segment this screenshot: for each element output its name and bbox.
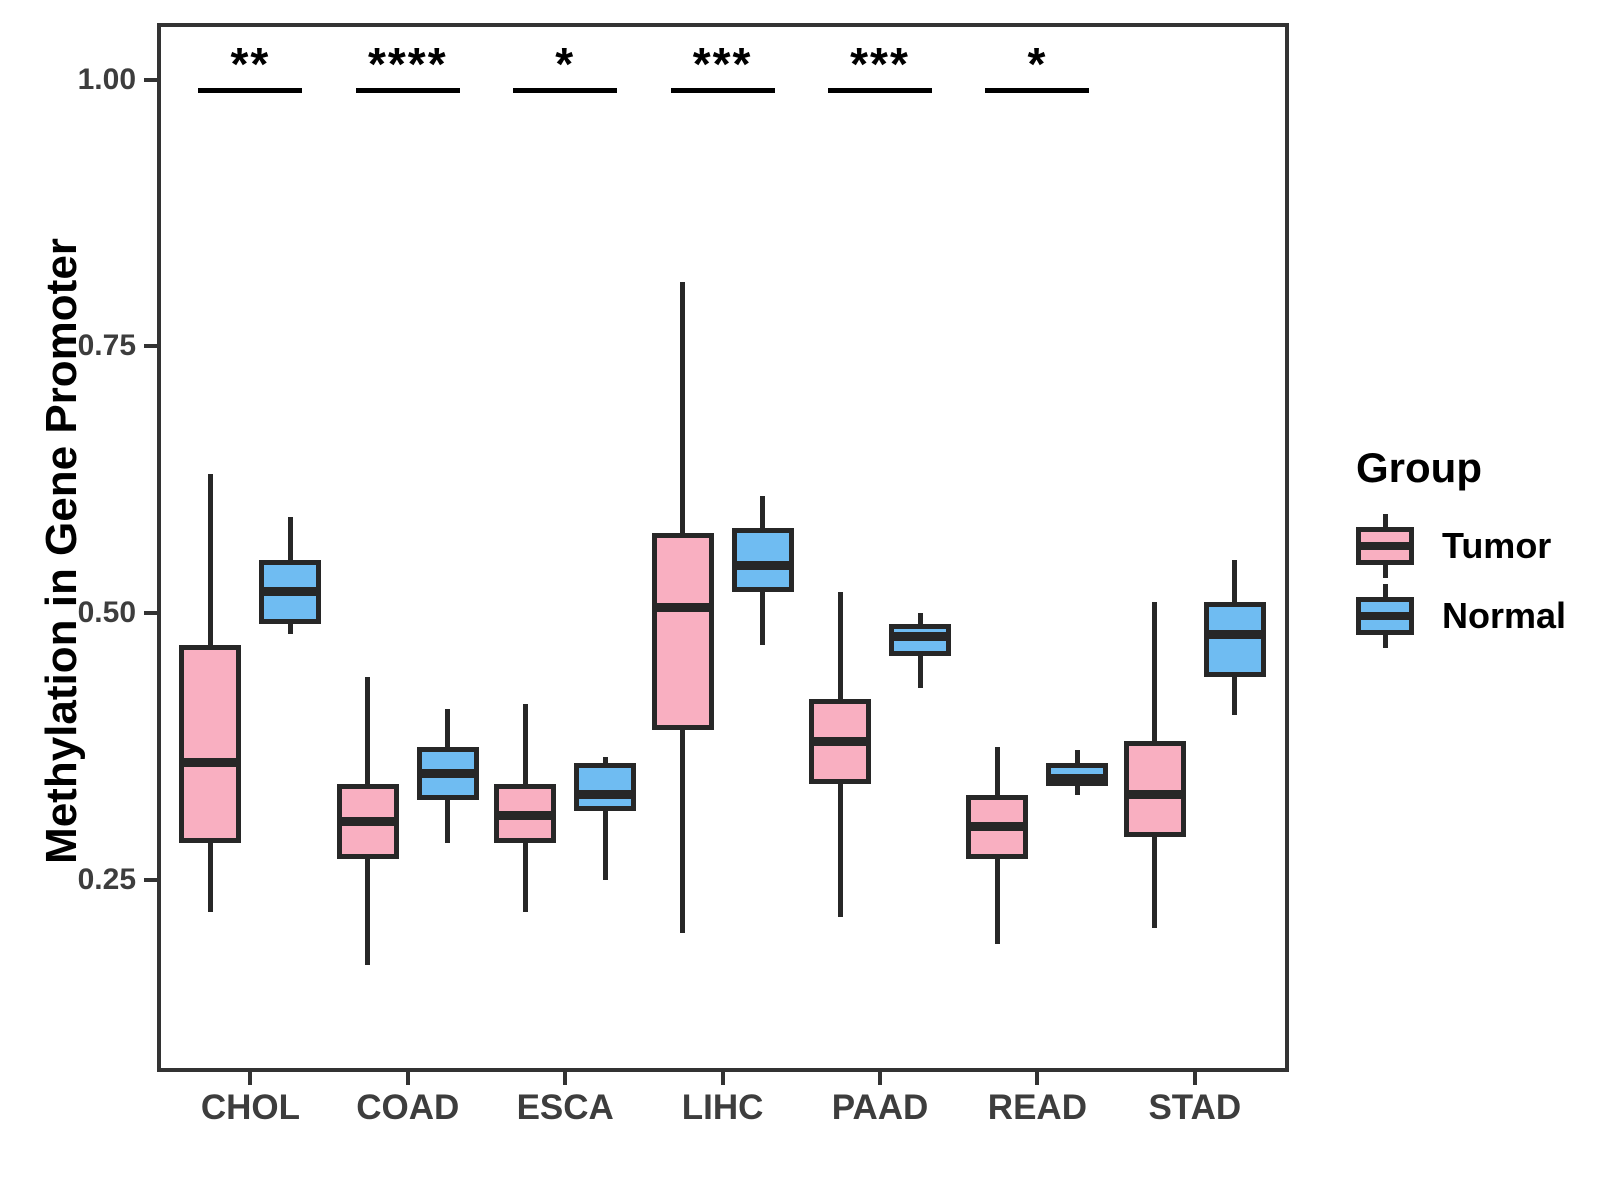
legend-label: Normal bbox=[1442, 595, 1567, 636]
sig-line-esca bbox=[513, 88, 618, 93]
sig-line-coad bbox=[355, 88, 460, 93]
median-PAAD-tumor bbox=[809, 736, 871, 746]
legend-items: Tumor Normal bbox=[1356, 514, 1566, 648]
median-ESCA-normal bbox=[574, 790, 637, 800]
median-COAD-tumor bbox=[336, 816, 399, 826]
x-tick-mark bbox=[248, 1072, 253, 1085]
legend: Group Tumor Normal bbox=[1356, 444, 1566, 654]
sig-line-paad bbox=[828, 88, 932, 93]
y-tick-label: 0.25 bbox=[77, 862, 136, 896]
y-tick-mark bbox=[144, 77, 157, 82]
y-tick-label: 1.00 bbox=[77, 62, 136, 96]
median-LIHC-normal bbox=[731, 560, 794, 570]
box-STAD-normal bbox=[1203, 602, 1266, 678]
x-tick-label-read: READ bbox=[987, 1088, 1087, 1127]
box-CHOL-tumor bbox=[179, 645, 242, 843]
legend-item-normal: Normal bbox=[1356, 584, 1566, 648]
legend-label: Tumor bbox=[1442, 525, 1552, 566]
box-ESCA-normal bbox=[574, 762, 637, 811]
sig-label-coad: **** bbox=[367, 38, 448, 90]
median-STAD-normal bbox=[1203, 629, 1266, 639]
median-CHOL-tumor bbox=[179, 758, 242, 768]
y-tick-mark bbox=[144, 611, 157, 616]
x-tick-label-stad: STAD bbox=[1148, 1088, 1242, 1127]
median-READ-tumor bbox=[966, 822, 1029, 832]
y-tick-label: 0.75 bbox=[77, 329, 136, 363]
sig-label-esca: * bbox=[555, 38, 576, 90]
y-tick-mark bbox=[144, 344, 157, 349]
legend-item-tumor: Tumor bbox=[1356, 514, 1566, 578]
sig-line-lihc bbox=[670, 88, 775, 93]
x-tick-label-chol: CHOL bbox=[200, 1088, 300, 1127]
legend-title: Group bbox=[1356, 444, 1482, 491]
sig-label-lihc: *** bbox=[692, 38, 753, 90]
plot-panel bbox=[157, 23, 1289, 1072]
x-tick-mark bbox=[1192, 1072, 1197, 1085]
y-axis-title: Methylation in Gene Promoter bbox=[37, 238, 86, 864]
legend-glyph-median bbox=[1356, 542, 1414, 550]
sig-label-read: * bbox=[1027, 38, 1048, 90]
y-tick-mark bbox=[144, 877, 157, 882]
median-CHOL-normal bbox=[259, 587, 322, 597]
box-LIHC-normal bbox=[731, 527, 794, 592]
sig-label-paad: *** bbox=[850, 38, 910, 90]
x-tick-mark bbox=[878, 1072, 882, 1085]
whisker-ESCA-normal bbox=[602, 757, 608, 880]
median-READ-normal bbox=[1046, 774, 1109, 784]
sig-line-chol bbox=[198, 88, 303, 93]
x-tick-mark bbox=[405, 1072, 410, 1085]
x-tick-label-paad: PAAD bbox=[831, 1088, 929, 1127]
legend-boxplot-glyph bbox=[1356, 514, 1414, 578]
x-tick-mark bbox=[720, 1072, 725, 1085]
x-tick-label-lihc: LIHC bbox=[681, 1088, 764, 1127]
y-tick-label: 0.50 bbox=[77, 596, 136, 630]
x-tick-mark bbox=[1035, 1072, 1040, 1085]
sig-line-read bbox=[985, 88, 1090, 93]
median-PAAD-normal bbox=[889, 632, 951, 642]
median-ESCA-tumor bbox=[494, 811, 557, 821]
x-tick-mark bbox=[563, 1072, 568, 1085]
sig-label-chol: ** bbox=[230, 38, 271, 90]
x-tick-label-coad: COAD bbox=[356, 1088, 460, 1127]
median-STAD-tumor bbox=[1123, 790, 1186, 800]
x-tick-label-esca: ESCA bbox=[516, 1088, 614, 1127]
box-LIHC-tumor bbox=[651, 533, 714, 731]
legend-boxplot-glyph bbox=[1356, 584, 1414, 648]
box-STAD-tumor bbox=[1123, 741, 1186, 838]
median-COAD-normal bbox=[416, 768, 479, 778]
median-LIHC-tumor bbox=[651, 603, 714, 613]
legend-glyph-median bbox=[1356, 612, 1414, 620]
